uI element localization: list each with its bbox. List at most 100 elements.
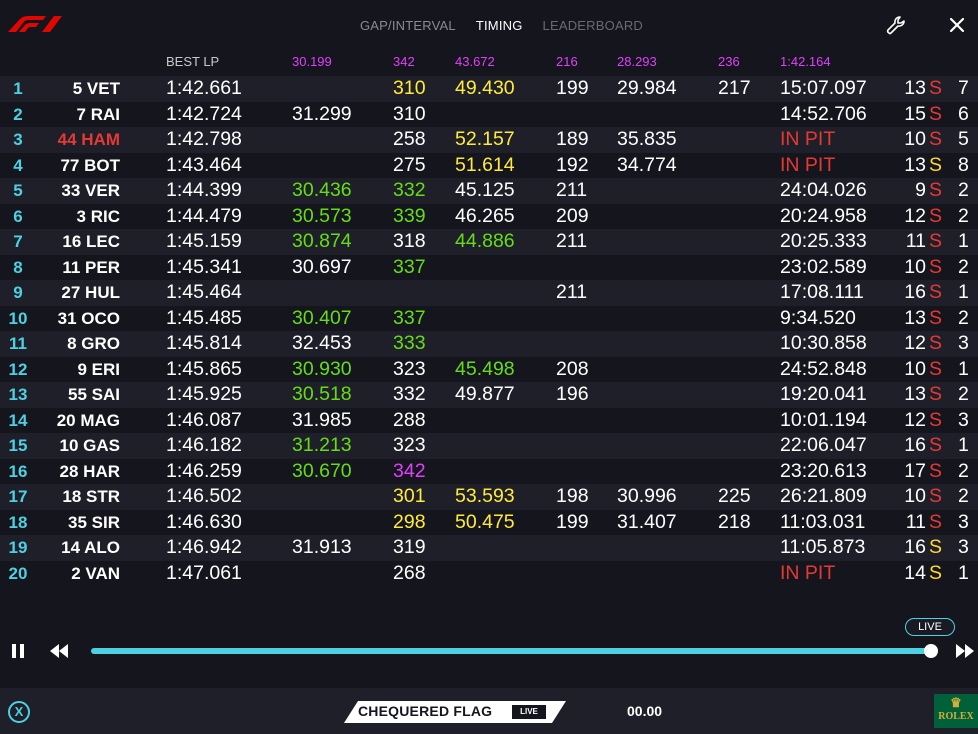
header-fastest-lap: 1:42.164 xyxy=(780,54,831,69)
s1-cell: 30.436 xyxy=(292,179,352,201)
live-badge[interactable]: LIVE xyxy=(905,618,955,636)
header-speed2-best: 216 xyxy=(556,54,578,69)
wrench-icon[interactable] xyxy=(885,14,907,36)
table-row[interactable]: 3 44 HAM 1:42.798 258 52.157 189 35.835 IN PIT 1… xyxy=(0,127,978,153)
laps-cell: 13 xyxy=(904,306,926,329)
s3-cell: 35.835 xyxy=(617,128,677,150)
table-row[interactable]: 13 55 SAI 1:45.925 30.518 332 49.877 196 19:20.… xyxy=(0,382,978,408)
sp1-cell: 332 xyxy=(393,383,426,405)
tyre-compound: S xyxy=(929,77,943,99)
table-row[interactable]: 11 8 GRO 1:45.814 32.453 333 10:30.858 12 S 3 xyxy=(0,331,978,357)
sp1-cell: 318 xyxy=(393,230,426,252)
sp1-cell: 342 xyxy=(393,459,426,482)
x-button[interactable]: X xyxy=(8,701,30,723)
close-icon[interactable] xyxy=(946,14,968,36)
stint-cell: 8 xyxy=(958,153,969,176)
s1-cell: 31.913 xyxy=(292,536,352,558)
gap-cell: 19:20.041 xyxy=(780,383,867,405)
tab-gap-interval[interactable]: GAP/INTERVAL xyxy=(360,18,456,33)
tab-timing[interactable]: TIMING xyxy=(475,18,523,33)
fast-forward-icon[interactable] xyxy=(956,644,974,658)
stint-cell: 2 xyxy=(958,179,969,201)
position-cell: 11 xyxy=(9,334,27,353)
position-cell: 9 xyxy=(13,283,23,302)
table-row[interactable]: 1 5 VET 1:42.661 310 49.430 199 29.984 217 15:07… xyxy=(0,76,978,102)
stint-cell: 6 xyxy=(958,102,969,125)
tyre-compound: S xyxy=(929,383,943,405)
tyre-compound: S xyxy=(929,510,943,533)
s1-cell: 31.985 xyxy=(292,408,352,431)
stint-cell: 2 xyxy=(958,306,969,329)
best-cell: 1:45.341 xyxy=(166,255,242,278)
tyre-compound: S xyxy=(929,408,943,431)
driver-cell: 16 LEC xyxy=(62,232,120,251)
top-bar: GAP/INTERVAL TIMING LEADERBOARD xyxy=(0,0,978,52)
flag-background xyxy=(344,701,566,723)
pause-icon[interactable] xyxy=(12,644,24,658)
tyre-compound: S xyxy=(929,128,943,150)
s3-cell: 29.984 xyxy=(617,77,677,99)
tyre-compound: S xyxy=(929,255,943,278)
best-cell: 1:47.061 xyxy=(166,561,242,584)
table-row[interactable]: 18 35 SIR 1:46.630 298 50.475 199 31.407 218 11:… xyxy=(0,509,978,535)
table-row[interactable]: 6 3 RIC 1:44.479 30.573 339 46.265 209 20:24.95… xyxy=(0,203,978,229)
sp1-cell: 337 xyxy=(393,306,426,329)
playback-bar: LIVE xyxy=(0,618,978,686)
sp1-cell: 275 xyxy=(393,153,426,176)
table-row[interactable]: 17 18 STR 1:46.502 301 53.593 198 30.996 225 26:… xyxy=(0,484,978,510)
laps-cell: 16 xyxy=(904,281,926,303)
table-row[interactable]: 20 2 VAN 1:47.061 268 IN PIT 14 S 1 xyxy=(0,560,978,586)
tyre-compound: S xyxy=(929,179,943,201)
driver-cell: 33 VER xyxy=(61,181,120,200)
table-row[interactable]: 12 9 ERI 1:45.865 30.930 323 45.498 208 24:52.8… xyxy=(0,356,978,382)
gap-cell: 15:07.097 xyxy=(780,77,867,99)
laps-cell: 10 xyxy=(904,357,926,380)
stint-cell: 3 xyxy=(958,536,969,558)
driver-cell: 55 SAI xyxy=(68,385,120,404)
stint-cell: 1 xyxy=(958,561,969,584)
sp1-cell: 310 xyxy=(393,77,426,99)
laps-cell: 12 xyxy=(904,332,926,354)
position-cell: 6 xyxy=(13,206,23,226)
sp1-cell: 339 xyxy=(393,204,426,227)
stint-cell: 1 xyxy=(958,281,969,303)
s2-cell: 52.157 xyxy=(455,128,515,150)
table-row[interactable]: 10 31 OCO 1:45.485 30.407 337 9:34.520 13 S 2 xyxy=(0,305,978,331)
position-cell: 1 xyxy=(13,79,23,98)
table-row[interactable]: 8 11 PER 1:45.341 30.697 337 23:02.589 10 S 2 xyxy=(0,254,978,280)
table-row[interactable]: 9 27 HUL 1:45.464 211 17:08.111 16 S 1 xyxy=(0,280,978,306)
sponsor-logo: ♛ ROLEX xyxy=(934,694,978,728)
driver-cell: 9 ERI xyxy=(77,359,120,379)
stint-cell: 3 xyxy=(958,408,969,431)
table-row[interactable]: 19 14 ALO 1:46.942 31.913 319 11:05.873 16 S 3 xyxy=(0,535,978,561)
position-cell: 4 xyxy=(13,155,23,175)
sp1-cell: 332 xyxy=(393,179,426,201)
s2-cell: 45.125 xyxy=(455,179,515,201)
header-sector1-best: 30.199 xyxy=(292,54,332,69)
table-row[interactable]: 15 10 GAS 1:46.182 31.213 323 22:06.047 16 S 1 xyxy=(0,433,978,459)
s1-cell: 31.299 xyxy=(292,102,352,125)
gap-cell: 9:34.520 xyxy=(780,306,856,329)
table-row[interactable]: 7 16 LEC 1:45.159 30.874 318 44.886 211 20:25.3… xyxy=(0,229,978,255)
s2-cell: 51.614 xyxy=(455,153,515,176)
table-row[interactable]: 14 20 MAG 1:46.087 31.985 288 10:01.194 12 S 3 xyxy=(0,407,978,433)
position-cell: 7 xyxy=(13,232,23,251)
table-row[interactable]: 5 33 VER 1:44.399 30.436 332 45.125 211 24:04.0… xyxy=(0,178,978,204)
position-cell: 5 xyxy=(13,181,23,200)
tyre-compound: S xyxy=(929,459,943,482)
table-row[interactable]: 4 77 BOT 1:43.464 275 51.614 192 34.774 IN PIT 1… xyxy=(0,152,978,178)
sp1-cell: 268 xyxy=(393,561,426,584)
position-cell: 3 xyxy=(13,130,23,149)
timeline-slider[interactable] xyxy=(91,648,931,654)
tyre-compound: S xyxy=(929,485,943,507)
table-row[interactable]: 2 7 RAI 1:42.724 31.299 310 14:52.706 15 S 6 xyxy=(0,101,978,127)
rewind-icon[interactable] xyxy=(50,644,68,658)
laps-cell: 16 xyxy=(904,434,926,456)
table-row[interactable]: 16 28 HAR 1:46.259 30.670 342 23:20.613 17 S 2 xyxy=(0,458,978,484)
timeline-handle[interactable] xyxy=(924,644,938,658)
gap-cell: IN PIT xyxy=(780,561,836,584)
sp1-cell: 333 xyxy=(393,332,426,354)
driver-cell: 31 OCO xyxy=(57,308,120,328)
tab-leaderboard[interactable]: LEADERBOARD xyxy=(542,18,643,33)
